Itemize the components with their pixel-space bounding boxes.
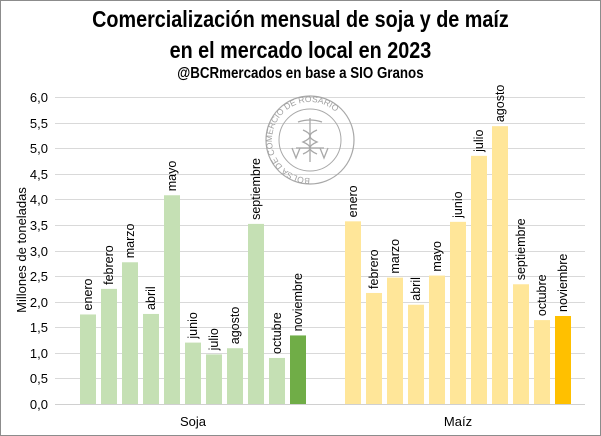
- bar-maíz-junio: [450, 221, 466, 404]
- x-group-label: Soja: [180, 414, 207, 429]
- bar-maíz-julio: [471, 155, 487, 404]
- bar-maíz-enero: [345, 221, 361, 404]
- bar-label: abril: [144, 286, 158, 310]
- bar-soja-marzo: [122, 262, 138, 404]
- y-axis-label: Millones de toneladas: [14, 187, 29, 313]
- y-tick-label: 0,0: [30, 397, 48, 412]
- bar-label: agosto: [493, 85, 507, 123]
- bar-label: febrero: [102, 245, 116, 285]
- y-tick-label: 6,0: [30, 90, 48, 105]
- y-tick-label: 3,0: [30, 244, 48, 259]
- bar-soja-noviembre: [290, 335, 306, 404]
- bar-label: julio: [472, 130, 486, 153]
- bar-label: febrero: [367, 249, 381, 289]
- bar-label: abril: [409, 277, 423, 301]
- bar-soja-septiembre: [248, 223, 264, 404]
- bar-soja-octubre: [269, 357, 285, 404]
- y-tick-label: 1,5: [30, 320, 48, 335]
- bar-label: julio: [207, 328, 221, 351]
- chart-title-line1: Comercialización mensual de soja y de ma…: [92, 6, 509, 32]
- bar-label: marzo: [123, 223, 137, 258]
- bar-maíz-abril: [408, 304, 424, 404]
- bar-label: agosto: [228, 307, 242, 345]
- bar-maíz-marzo: [387, 277, 403, 404]
- bar-label: noviembre: [556, 254, 570, 312]
- y-tick-label: 2,5: [30, 269, 48, 284]
- y-axis: 0,0 0,5 1,0 1,5 2,0 2,5 3,0 3,5 4,0 4,5 5,0 5,5 6,0: [30, 90, 48, 412]
- bar-label: mayo: [430, 241, 444, 272]
- y-tick-label: 0,5: [30, 371, 48, 386]
- bar-soja-enero: [80, 314, 96, 404]
- bar-maíz-septiembre: [513, 284, 529, 404]
- bar-labels-layer: enero febrero marzo abril mayo junio julio agos…: [81, 85, 570, 354]
- bar-soja-febrero: [101, 288, 117, 404]
- y-tick-label: 2,0: [30, 295, 48, 310]
- y-tick-label: 5,0: [30, 141, 48, 156]
- watermark-seal: BOLSA DE COMERCIO DE ROSARIO: [264, 94, 355, 186]
- y-tick-label: 3,5: [30, 218, 48, 233]
- bar-label: septiembre: [514, 218, 528, 280]
- caduceus-seal-icon: [291, 118, 329, 162]
- bar-label: octubre: [270, 312, 284, 354]
- group-labels: Soja Maíz: [180, 414, 472, 429]
- bar-label: noviembre: [291, 273, 305, 331]
- bar-label: marzo: [388, 239, 402, 274]
- svg-text:BOLSA DE COMERCIO DE ROSARIO: BOLSA DE COMERCIO DE ROSARIO: [264, 94, 341, 186]
- bar-maíz-mayo: [429, 275, 445, 404]
- bar-soja-abril: [143, 313, 159, 404]
- bar-maíz-octubre: [534, 320, 550, 404]
- watermark-text: BOLSA DE COMERCIO DE ROSARIO: [264, 94, 341, 186]
- bar-label: septiembre: [249, 158, 263, 220]
- bar-label: junio: [451, 191, 465, 218]
- y-tick-label: 4,5: [30, 167, 48, 182]
- bar-soja-junio: [185, 342, 201, 404]
- y-tick-label: 1,0: [30, 346, 48, 361]
- x-group-label: Maíz: [444, 414, 472, 429]
- chart-title-line2: en el mercado local en 2023: [169, 37, 432, 63]
- y-tick-label: 5,5: [30, 116, 48, 131]
- bar-soja-mayo: [164, 195, 180, 404]
- bar-label: junio: [186, 312, 200, 339]
- bar-soja-julio: [206, 354, 222, 404]
- bar-label: mayo: [165, 161, 179, 192]
- bars-layer: [80, 126, 571, 404]
- bar-label: enero: [81, 278, 95, 310]
- bar-soja-agosto: [227, 348, 243, 404]
- bar-maíz-agosto: [492, 126, 508, 404]
- bar-label: enero: [346, 185, 360, 217]
- y-tick-label: 4,0: [30, 192, 48, 207]
- bar-maíz-febrero: [366, 292, 382, 404]
- bar-label: octubre: [535, 274, 549, 316]
- bar-maíz-noviembre: [555, 315, 571, 404]
- chart-subtitle: @BCRmercados en base a SIO Granos: [177, 65, 424, 82]
